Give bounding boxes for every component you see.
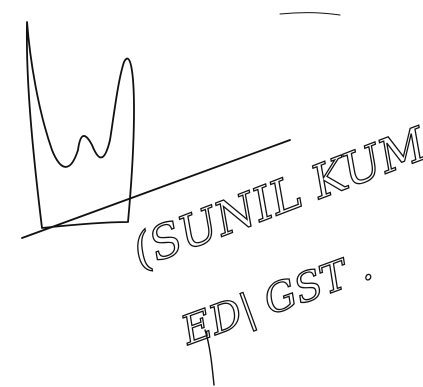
bracket-stroke xyxy=(204,329,215,386)
signature-dash xyxy=(279,12,341,16)
signature-flourish xyxy=(21,139,291,239)
